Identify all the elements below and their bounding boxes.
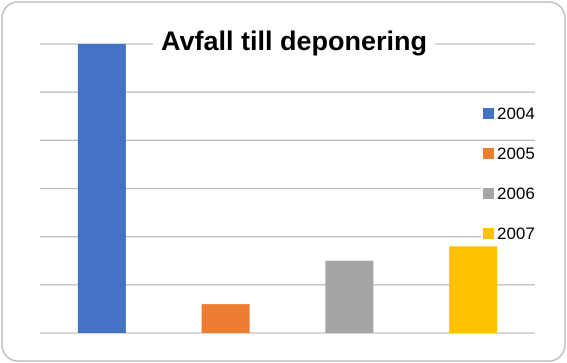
bar-2004 xyxy=(77,44,126,333)
legend-item-background xyxy=(481,103,543,123)
legend-label-2004: 2004 xyxy=(497,104,535,123)
legend-item-background xyxy=(481,223,543,243)
chart-title: Avfall till deponering xyxy=(161,26,427,56)
legend-item-2005: 2005 xyxy=(481,143,543,163)
legend-swatch-2006 xyxy=(483,188,494,199)
bar-2005 xyxy=(201,304,250,333)
legend-swatch-2007 xyxy=(483,228,494,239)
legend: 2004 2005 2006 2007 xyxy=(481,103,543,243)
legend-item-background xyxy=(481,183,543,203)
title-background xyxy=(153,22,435,60)
legend-label-2007: 2007 xyxy=(497,224,535,243)
bars xyxy=(77,44,498,333)
bar-2006 xyxy=(325,260,374,333)
legend-label-2006: 2006 xyxy=(497,184,535,203)
legend-item-2006: 2006 xyxy=(481,183,543,203)
legend-item-2007: 2007 xyxy=(481,223,543,243)
legend-swatch-2004 xyxy=(483,108,494,119)
bar-2007 xyxy=(449,246,498,333)
legend-item-2004: 2004 xyxy=(481,103,543,123)
legend-swatch-2005 xyxy=(483,148,494,159)
legend-label-2005: 2005 xyxy=(497,144,535,163)
legend-item-background xyxy=(481,143,543,163)
